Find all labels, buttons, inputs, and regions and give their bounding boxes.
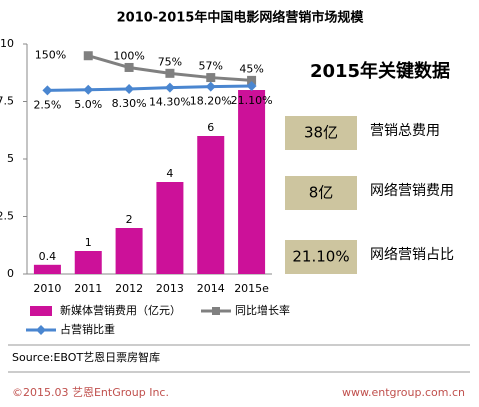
x-tick-label: 2015e [234, 282, 269, 295]
x-tick-label: 2010 [33, 282, 61, 295]
bar [156, 182, 184, 274]
bar [238, 90, 266, 274]
x-tick-label: 2013 [156, 282, 184, 295]
marker [246, 80, 257, 91]
data-label: 4 [166, 167, 173, 180]
legend-label: 占营销比重 [60, 322, 115, 336]
key-box [285, 176, 357, 210]
y-tick-label: 10 [0, 37, 14, 50]
legend-label: 同比增长率 [235, 303, 290, 317]
data-label: 100% [113, 49, 144, 62]
y-tick-label: 2.5 [0, 210, 14, 223]
data-label: 14.30% [149, 96, 191, 109]
chart-title: 2010-2015年中国电影网络营销市场规模 [117, 10, 365, 26]
legend-swatch [30, 306, 52, 316]
marker [205, 81, 216, 92]
marker [164, 82, 175, 93]
data-label: 45% [239, 62, 263, 75]
key-box [285, 116, 357, 150]
key-label: 营销总费用 [370, 123, 440, 139]
legend-label: 新媒体营销费用（亿元） [60, 303, 181, 317]
key-value: 38亿 [304, 124, 338, 142]
x-tick-label: 2014 [197, 282, 225, 295]
bar [197, 136, 225, 274]
data-label: 18.20% [190, 95, 232, 108]
bar [74, 251, 102, 274]
marker [165, 68, 175, 78]
bar [33, 264, 61, 274]
line [47, 84, 252, 92]
y-tick-label: 0 [7, 267, 14, 280]
data-label: 5.0% [74, 98, 102, 111]
legend-marker [36, 325, 46, 335]
marker [124, 62, 134, 72]
data-label: 2 [126, 213, 133, 226]
marker [247, 75, 257, 85]
key-title: 2015年关键数据 [310, 60, 450, 82]
data-label: 0.4 [39, 250, 57, 263]
marker [42, 85, 53, 96]
legend-marker [212, 307, 220, 315]
y-tick-label: 7.5 [0, 95, 14, 108]
y-tick-label: 5 [7, 152, 14, 165]
data-label: 1 [85, 236, 92, 249]
bar [115, 228, 143, 274]
marker [124, 83, 135, 94]
data-label: 57% [199, 60, 223, 73]
marker [83, 51, 93, 61]
key-value: 21.10% [292, 248, 349, 266]
footer-left: ©2015.03 艺恩EntGroup Inc. [12, 386, 169, 399]
source: Source:EBOT艺恩日票房智库 [12, 350, 160, 364]
data-label: 2.5% [33, 98, 61, 111]
footer-right: www.entgroup.com.cn [342, 386, 465, 399]
data-label: 75% [158, 55, 182, 68]
data-label: 8.30% [112, 97, 147, 110]
data-label: 6 [207, 121, 214, 134]
data-label: 150% [35, 49, 66, 62]
key-box [285, 240, 357, 274]
x-tick-label: 2011 [74, 282, 102, 295]
marker [83, 84, 94, 95]
marker [206, 73, 216, 83]
key-label: 网络营销占比 [370, 247, 454, 263]
x-tick-label: 2012 [115, 282, 143, 295]
key-label: 网络营销费用 [370, 183, 454, 199]
key-value: 8亿 [309, 184, 334, 202]
data-label: 21.10% [231, 94, 273, 107]
